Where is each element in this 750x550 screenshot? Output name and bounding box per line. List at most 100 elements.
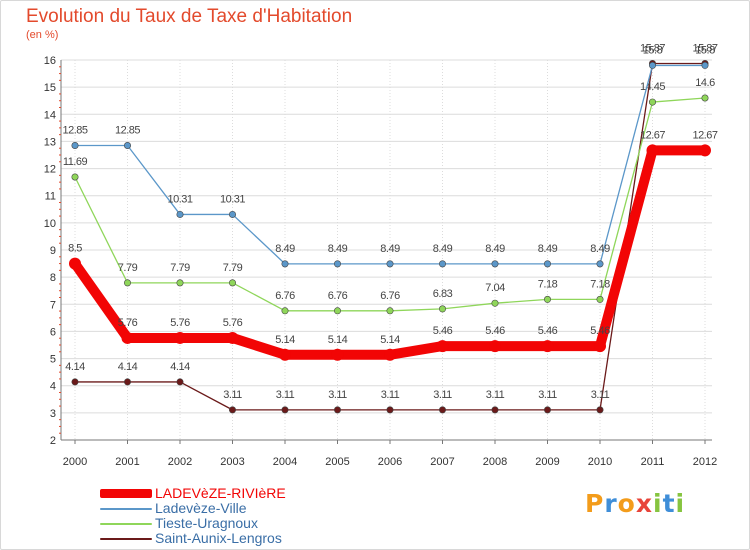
data-point	[69, 257, 81, 270]
data-point	[229, 406, 237, 414]
data-label: 14.45	[640, 81, 665, 93]
data-label: 12.85	[115, 125, 140, 137]
legend-item-saint-aunix-lengros[interactable]: Saint-Aunix-Lengros	[100, 530, 360, 546]
data-label: 5.46	[590, 325, 610, 337]
logo-letter: i	[675, 489, 686, 518]
data-point	[124, 378, 132, 386]
data-point	[229, 210, 237, 218]
data-label: 5.14	[380, 334, 400, 346]
data-point	[699, 144, 711, 157]
data-label: 15.8	[643, 44, 663, 56]
data-label: 6.76	[380, 290, 400, 302]
data-point	[648, 98, 656, 106]
data-label: 10.31	[220, 193, 245, 205]
legend-item-ladeveze-riviere[interactable]: LADEVèZE-RIVIèRE	[100, 485, 360, 501]
data-label: 4.14	[65, 361, 85, 373]
x-tick-label: 2001	[115, 456, 139, 468]
data-point	[333, 260, 341, 268]
data-point	[124, 142, 132, 150]
data-point	[596, 406, 604, 414]
chart-subtitle: (en %)	[26, 29, 59, 41]
data-label: 3.11	[591, 389, 610, 401]
data-label: 11.69	[63, 156, 88, 168]
data-label: 8.49	[380, 243, 400, 255]
x-tick-label: 2002	[168, 456, 192, 468]
data-point	[281, 307, 289, 315]
data-point	[438, 260, 446, 268]
data-point	[124, 279, 132, 287]
x-tick-label: 2009	[535, 456, 559, 468]
chart-title: Evolution du Taux de Taxe d'Habitation	[26, 6, 353, 27]
data-label: 7.18	[538, 278, 558, 290]
data-label: 3.11	[223, 389, 242, 401]
data-point	[646, 144, 659, 157]
data-label: 5.76	[223, 317, 243, 329]
proxiti-logo: Proxiti	[585, 489, 685, 518]
legend-label: Saint-Aunix-Lengros	[155, 530, 282, 546]
data-label: 5.14	[275, 334, 295, 346]
data-point	[436, 340, 449, 353]
y-tick-label: 15	[44, 82, 56, 94]
y-tick-label: 11	[45, 191, 56, 203]
x-tick-label: 2006	[378, 456, 402, 468]
data-label: 3.11	[486, 389, 505, 401]
legend-item-tieste-uragnoux[interactable]: Tieste-Uragnoux	[100, 515, 360, 531]
data-label: 5.14	[328, 334, 348, 346]
x-tick-label: 2007	[430, 456, 454, 468]
data-label: 8.49	[538, 243, 558, 255]
y-tick-label: 10	[44, 218, 56, 230]
data-point	[594, 340, 606, 353]
data-point	[386, 406, 394, 414]
legend-item-ladeveze-ville[interactable]: Ladevèze-Ville	[100, 500, 360, 516]
data-label: 15.8	[695, 44, 715, 56]
chart-legend: LADEVèZE-RIVIèRE Ladevèze-Ville Tieste-U…	[100, 485, 360, 546]
data-point	[279, 348, 291, 361]
data-label: 6.76	[275, 290, 295, 302]
data-label: 5.46	[485, 325, 505, 337]
x-tick-label: 2003	[220, 456, 244, 468]
y-tick-label: 16	[44, 55, 56, 67]
y-tick-label: 13	[44, 136, 56, 148]
x-tick-label: 2000	[63, 456, 87, 468]
data-label: 6.83	[433, 288, 453, 300]
data-label: 5.46	[433, 325, 453, 337]
data-point	[121, 331, 134, 344]
x-tick-label: 2011	[641, 456, 665, 468]
y-tick-label: 3	[50, 408, 56, 420]
logo-letter: x	[635, 489, 653, 518]
data-label: 7.79	[170, 262, 190, 274]
data-label: 5.76	[118, 317, 138, 329]
data-point	[176, 378, 184, 386]
data-label: 10.31	[167, 193, 192, 205]
data-label: 8.49	[328, 243, 348, 255]
y-tick-label: 2	[50, 435, 56, 447]
data-point	[333, 406, 341, 414]
y-tick-label: 8	[50, 272, 56, 284]
data-label: 7.18	[590, 278, 610, 290]
x-tick-label: 2008	[483, 456, 507, 468]
logo-letter: P	[585, 489, 605, 518]
data-label: 3.11	[433, 389, 452, 401]
y-tick-label: 4	[50, 381, 56, 393]
data-label: 15.87	[692, 43, 717, 55]
data-point	[491, 299, 499, 307]
y-tick-label: 12	[44, 164, 56, 176]
legend-swatch	[100, 489, 152, 498]
data-label: 3.11	[328, 389, 347, 401]
data-point	[648, 61, 656, 69]
logo-letter: i	[653, 489, 663, 518]
data-point	[384, 348, 396, 361]
legend-label: Tieste-Uragnoux	[155, 515, 258, 531]
data-label: 7.79	[118, 262, 138, 274]
y-tick-label: 5	[50, 354, 56, 366]
data-label: 15.87	[640, 43, 665, 55]
data-label: 14.6	[695, 77, 715, 89]
data-point	[71, 142, 79, 150]
data-label: 8.49	[275, 243, 295, 255]
data-point	[333, 307, 341, 315]
y-tick-label: 9	[50, 245, 56, 257]
data-label: 12.67	[640, 129, 665, 141]
data-point	[541, 340, 554, 353]
line-chart: 2 3 4 5 6 7 8 9 10 11 12 13 14 15 16 2000 2001 2002 2003 20…	[44, 43, 719, 468]
data-label: 3.11	[381, 389, 400, 401]
